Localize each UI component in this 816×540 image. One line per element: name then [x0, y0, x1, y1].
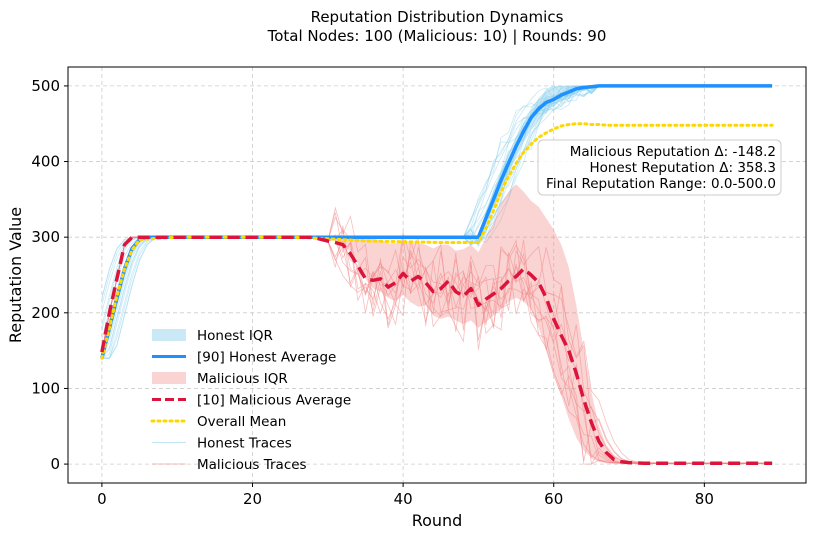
honest-average-line — [100, 84, 773, 359]
honest-iqr-band — [478, 85, 599, 238]
x-tick-label: 40 — [394, 490, 413, 508]
y-axis-ticks: 0 100 200 300 400 500 — [31, 77, 68, 473]
annotation-line-3: Final Reputation Range: 0.0-500.0 — [546, 176, 776, 192]
honest-trace — [101, 85, 773, 359]
x-tick-label: 60 — [544, 490, 563, 508]
legend-item: [10] Malicious Average — [152, 393, 351, 409]
y-tick-label: 500 — [31, 77, 60, 95]
y-tick-label: 400 — [31, 153, 60, 171]
legend-label: Honest Traces — [197, 436, 292, 452]
honest-trace — [101, 85, 773, 359]
y-tick-label: 100 — [31, 379, 60, 397]
legend-item: Honest IQR — [152, 328, 273, 344]
legend-label: Malicious IQR — [197, 371, 288, 387]
honest-trace — [101, 85, 773, 359]
honest-trace — [101, 85, 773, 359]
series-lines — [100, 84, 774, 466]
y-axis-label: Reputation Value — [6, 207, 25, 343]
x-axis-ticks: 0 20 40 60 80 — [97, 483, 714, 508]
honest-trace — [101, 85, 773, 359]
legend-item: [90] Honest Average — [152, 350, 336, 366]
malicious-iqr-band — [320, 184, 773, 465]
legend-swatch — [152, 329, 186, 341]
x-tick-label: 80 — [695, 490, 714, 508]
grid-lines — [68, 67, 806, 483]
chart-subtitle: Total Nodes: 100 (Malicious: 10) | Round… — [267, 27, 607, 45]
legend-label: [10] Malicious Average — [197, 393, 351, 409]
legend: Honest IQR [90] Honest Average Malicious I… — [150, 328, 351, 473]
y-tick-label: 200 — [31, 304, 60, 322]
legend-item: Honest Traces — [152, 436, 292, 452]
x-axis-label: Round — [412, 511, 463, 530]
annotation-box — [537, 139, 782, 196]
iqr-bands — [320, 85, 773, 465]
legend-label: [90] Honest Average — [197, 350, 336, 366]
x-tick-label: 20 — [243, 490, 262, 508]
annotation-line-1: Malicious Reputation Δ: -148.2 — [570, 144, 776, 160]
legend-label: Overall Mean — [197, 414, 286, 430]
stats-annotation: Malicious Reputation Δ: -148.2 Honest Re… — [537, 139, 782, 196]
legend-swatch — [152, 372, 186, 384]
legend-item: Overall Mean — [150, 414, 286, 430]
legend-item: Malicious IQR — [152, 371, 288, 387]
x-tick-label: 0 — [97, 490, 107, 508]
y-tick-label: 300 — [31, 228, 60, 246]
honest-trace — [101, 85, 773, 359]
honest-trace — [101, 85, 773, 359]
honest-trace — [101, 85, 773, 359]
honest-trace — [101, 85, 773, 359]
malicious-average-line — [100, 235, 773, 466]
honest-trace — [101, 85, 773, 359]
plot-frame — [67, 66, 807, 484]
y-tick-label: 0 — [50, 455, 60, 473]
chart-title: Reputation Distribution Dynamics — [311, 8, 564, 26]
legend-item: Malicious Traces — [152, 457, 307, 473]
legend-label: Honest IQR — [197, 328, 273, 344]
legend-label: Malicious Traces — [197, 457, 307, 473]
annotation-line-2: Honest Reputation Δ: 358.3 — [589, 160, 776, 176]
honest-trace — [101, 85, 773, 359]
